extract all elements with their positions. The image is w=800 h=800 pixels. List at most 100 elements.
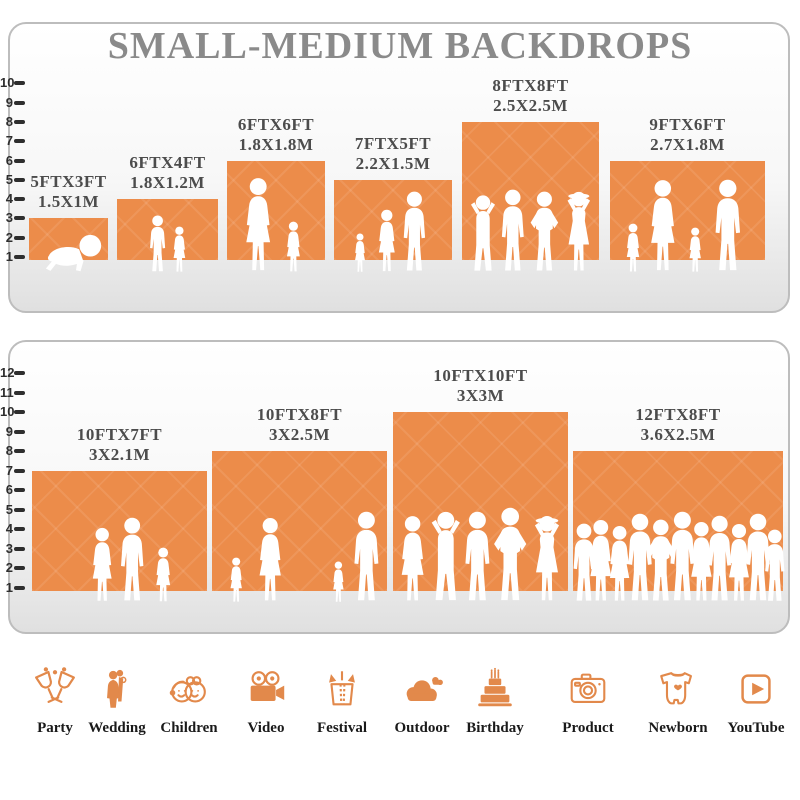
silhouette-boy <box>149 215 165 272</box>
category-item: Newborn <box>630 666 726 737</box>
backdrop-size-ft: 12FTX8FT <box>635 405 721 425</box>
category-item: Festival <box>294 666 390 737</box>
ruler-number: 8 <box>5 443 13 459</box>
backdrop-size-m: 3X3M <box>456 386 505 406</box>
backdrop-size-m: 3.6X2.5M <box>640 425 716 445</box>
silhouette-f <box>401 516 424 601</box>
backdrop-size-m: 1.8X1.2M <box>130 173 205 193</box>
backdrop-size-label: 8FTX8FT 2.5X2.5M <box>492 76 568 116</box>
silhouette-girl <box>173 226 186 272</box>
backdrop-size-ft: 10FTX7FT <box>76 424 163 444</box>
silhouette-m <box>354 511 378 601</box>
backdrop-size-label: 6FTX6FT 1.8X1.8M <box>238 115 314 155</box>
category-item: Video <box>218 666 314 737</box>
ruler-number: 2 <box>5 229 13 245</box>
silhouette-girl <box>689 227 701 272</box>
silhouette-mh <box>530 191 558 271</box>
ruler-number: 6 <box>5 482 13 498</box>
backdrop-size-ft: 7FTX5FT <box>354 133 432 153</box>
ruler-number: 10 <box>0 75 15 91</box>
wedding-couple-icon <box>107 669 127 708</box>
silhouette-boy <box>764 529 785 601</box>
category-item: YouTube <box>708 666 800 737</box>
ruler-number: 11 <box>0 384 14 400</box>
silhouette-f <box>92 527 112 601</box>
silhouette-girl <box>354 233 365 272</box>
backdrop-size-m: 1.5X1M <box>37 192 100 212</box>
backdrop-size-ft: 6FTX6FT <box>237 114 315 134</box>
party-glasses-icon <box>35 667 75 703</box>
backdrop-size-label: 7FTX5FT 2.2X1.5M <box>355 134 431 174</box>
ruler-tick <box>14 255 25 259</box>
ruler-tick <box>14 586 25 590</box>
outdoor-cloud-icon <box>406 677 443 701</box>
festival-gift-icon <box>329 671 355 706</box>
ruler-tick <box>14 81 25 86</box>
ruler-number: 4 <box>5 521 13 537</box>
ruler-number: 9 <box>5 94 13 110</box>
ruler-number: 8 <box>5 113 13 129</box>
category-label: Newborn <box>648 720 708 736</box>
backdrop-size-m: 3X2.1M <box>88 444 151 464</box>
category-label: Video <box>247 720 285 736</box>
backdrop-size-label: 5FTX3FT 1.5X1M <box>30 172 106 212</box>
ruler-number: 9 <box>5 423 13 439</box>
category-label: Product <box>562 720 614 736</box>
backdrop-size-label: 6FTX4FT 1.8X1.2M <box>129 153 205 193</box>
silhouette-fu <box>567 191 590 271</box>
silhouette-girl <box>627 223 640 272</box>
silhouette-f <box>246 178 271 271</box>
backdrop-size-m: 1.8X1.8M <box>238 134 314 154</box>
backdrop-size-m: 2.2X1.5M <box>355 153 431 173</box>
backdrop-box <box>117 199 218 260</box>
silhouette-mh <box>494 507 527 601</box>
backdrop-size-ft: 5FTX3FT <box>30 172 107 192</box>
ruler-number: 6 <box>5 152 13 168</box>
silhouette-girl <box>287 221 301 272</box>
ruler-tick <box>14 566 25 571</box>
ruler-tick <box>14 449 25 454</box>
silhouette-girl <box>332 561 344 602</box>
ruler-tick <box>14 370 25 375</box>
ruler-tick <box>14 216 25 221</box>
category-label: Wedding <box>88 720 146 736</box>
ruler-number: 1 <box>5 580 13 595</box>
youtube-play-icon <box>741 674 771 704</box>
backdrop-size-label: 12FTX8FT 3.6X2.5M <box>635 405 720 445</box>
birthday-cake-icon <box>478 667 512 707</box>
backdrop-size-ft: 8FTX8FT <box>492 75 569 95</box>
ruler-number: 5 <box>5 501 13 517</box>
backdrop-box <box>32 470 207 591</box>
category-label: Party <box>37 720 73 736</box>
silhouette-m <box>501 189 524 271</box>
ruler-tick <box>14 197 25 202</box>
category-label: Festival <box>317 720 367 736</box>
ruler-tick <box>14 410 25 415</box>
silhouette-m <box>120 517 143 601</box>
backdrop-size-ft: 6FTX4FT <box>129 153 206 173</box>
category-label: Children <box>160 720 218 736</box>
ruler-number: 5 <box>5 171 13 187</box>
silhouette-f <box>651 180 675 271</box>
ruler-tick <box>14 546 25 551</box>
category-item: Outdoor <box>374 666 470 737</box>
category-item: Children <box>141 666 237 737</box>
children-faces-icon <box>169 676 206 703</box>
ruler-number: 10 <box>0 404 15 420</box>
backdrop-size-ft: 10FTX10FT <box>433 366 528 386</box>
ruler-tick <box>14 429 25 434</box>
category-label: YouTube <box>727 720 785 736</box>
ruler-tick <box>14 235 25 240</box>
backdrop-size-label: 10FTX7FT 3X2.1M <box>77 425 162 465</box>
ruler-tick <box>14 100 25 105</box>
silhouette-fu <box>534 516 560 601</box>
backdrop-size-label: 10FTX10FT 3X3M <box>433 366 527 406</box>
backdrop-size-m: 2.7X1.8M <box>650 134 725 154</box>
category-item: Party <box>7 666 103 737</box>
silhouette-baby <box>45 234 101 272</box>
category-item: Wedding <box>69 666 165 737</box>
ruler-number: 3 <box>5 210 13 226</box>
ruler-tick <box>14 177 25 182</box>
silhouette-m <box>403 191 425 271</box>
ruler-tick <box>14 468 25 473</box>
